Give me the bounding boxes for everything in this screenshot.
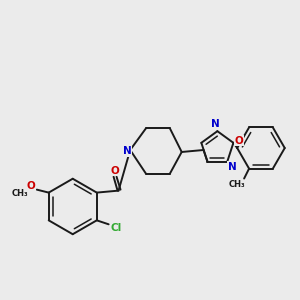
Text: O: O (110, 166, 119, 176)
Text: N: N (211, 119, 220, 129)
Text: Cl: Cl (111, 223, 122, 233)
Text: CH₃: CH₃ (12, 189, 28, 198)
Text: CH₃: CH₃ (229, 180, 245, 189)
Text: O: O (235, 136, 244, 146)
Text: N: N (123, 146, 132, 156)
Text: O: O (26, 181, 35, 191)
Text: N: N (228, 162, 237, 172)
